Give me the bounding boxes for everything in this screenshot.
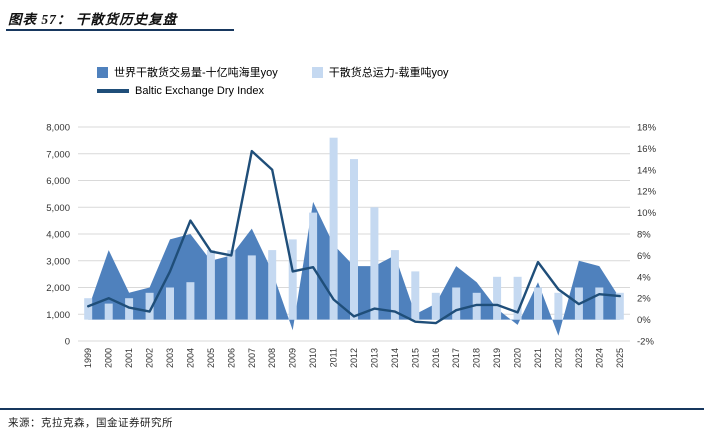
bar (350, 159, 358, 320)
x-axis-label: 2013 (369, 348, 379, 368)
x-axis-label: 2004 (185, 348, 195, 368)
x-axis-label: 2015 (410, 348, 420, 368)
left-axis-tick: 0 (65, 337, 70, 348)
left-axis-tick: 6,000 (46, 176, 70, 187)
bar (227, 250, 236, 320)
bar (186, 282, 195, 320)
x-axis-label: 2007 (247, 348, 257, 368)
legend-item-capacity: 干散货总运力-载重吨yoy (311, 64, 449, 80)
bar (370, 207, 379, 320)
x-axis-label: 2018 (472, 348, 482, 368)
bar (493, 276, 502, 320)
right-axis-tick: 10% (637, 208, 657, 219)
x-axis-label: 2014 (390, 348, 400, 368)
x-axis-label: 2010 (308, 348, 318, 368)
line-series (86, 149, 621, 325)
bar (84, 298, 93, 320)
left-axis-tick: 5,000 (46, 203, 70, 214)
right-axis-tick: 6% (637, 251, 651, 262)
title-underline (6, 29, 234, 31)
right-axis-tick: 4% (637, 272, 651, 283)
legend-label: 世界干散货交易量-十亿吨海里yoy (114, 67, 278, 79)
bar (513, 276, 522, 320)
legend-row-1: 世界干散货交易量-十亿吨海里yoy 干散货总运力-载重吨yoy (97, 64, 449, 80)
bar (166, 287, 174, 320)
left-axis-tick: 1,000 (46, 310, 70, 321)
chart-title: 图表 57： 干散货历史复盘 (8, 12, 178, 27)
x-axis-label: 2024 (594, 348, 604, 368)
legend-label: Baltic Exchange Dry Index (135, 85, 265, 97)
left-axis-tick: 8,000 (46, 123, 70, 134)
x-axis-label: 2022 (553, 348, 563, 368)
x-axis-label: 2001 (124, 348, 134, 368)
bar (247, 255, 256, 320)
right-axis-tick: 0% (637, 315, 651, 326)
bar (145, 292, 154, 320)
chart-area: 0 1,000 2,000 3,000 4,000 5,000 6,000 7,000 8,00… (0, 108, 704, 388)
bar (288, 239, 297, 320)
bdi-line-swatch-icon (97, 89, 129, 93)
left-axis-tick: 4,000 (46, 230, 70, 241)
right-axis-tick: 2% (637, 294, 651, 305)
bar (206, 250, 215, 320)
x-axis-label: 2017 (451, 348, 461, 368)
x-axis-label: 2006 (226, 348, 236, 368)
footer-divider (0, 408, 704, 410)
trade-volume-swatch-icon (97, 66, 108, 78)
source-note: 来源：克拉克森，国金证券研究所 (8, 418, 173, 429)
chart-svg: 0 1,000 2,000 3,000 4,000 5,000 6,000 7,000 8,00… (46, 123, 657, 369)
chart-legend: 世界干散货交易量-十亿吨海里yoy 干散货总运力-载重吨yoy Baltic E… (97, 64, 449, 97)
legend-item-trade-volume: 世界干散货交易量-十亿吨海里yoy (97, 64, 278, 80)
left-axis-tick: 2,000 (46, 283, 70, 294)
left-axis-tick: 7,000 (46, 149, 70, 160)
bar (125, 298, 134, 320)
capacity-swatch-icon (311, 66, 323, 78)
right-axis-tick: 8% (637, 230, 651, 241)
x-axis-label: 2002 (145, 348, 155, 368)
bar (431, 292, 440, 320)
x-axis-label: 2005 (206, 348, 216, 368)
x-axis-label: 2012 (349, 348, 359, 368)
x-axis-label: 2003 (165, 348, 175, 368)
bar (472, 292, 481, 320)
bar (595, 287, 604, 320)
bar (534, 287, 542, 320)
right-axis-tick: 12% (637, 187, 657, 198)
right-axis-tick: -2% (637, 337, 654, 348)
x-axis-label: 2008 (267, 348, 277, 368)
right-axis-tick: 16% (637, 144, 657, 155)
bar (452, 287, 461, 320)
right-axis-tick: 14% (637, 165, 657, 176)
bar (554, 292, 563, 320)
x-axis-label: 2019 (492, 348, 502, 368)
left-axis-tick: 3,000 (46, 256, 70, 267)
legend-row-2: Baltic Exchange Dry Index (97, 85, 449, 97)
x-axis-label: 1999 (83, 348, 93, 368)
x-axis-label: 2000 (104, 348, 114, 368)
legend-item-bdi: Baltic Exchange Dry Index (97, 85, 264, 97)
bar (268, 250, 277, 320)
x-axis-label: 2009 (288, 348, 298, 368)
x-axis-label: 2011 (329, 348, 339, 367)
bar (411, 271, 420, 320)
bar (104, 303, 113, 320)
bar (329, 137, 338, 320)
x-axis-label: 2025 (615, 348, 625, 368)
right-axis-tick: 18% (637, 123, 657, 134)
legend-label: 干散货总运力-载重吨yoy (328, 67, 449, 79)
x-axis-label: 2020 (513, 348, 523, 368)
x-axis-label: 2023 (574, 348, 584, 368)
bar (615, 292, 624, 320)
x-axis-label: 2021 (533, 348, 543, 368)
bar (390, 250, 399, 320)
x-axis-label: 2016 (431, 348, 441, 368)
